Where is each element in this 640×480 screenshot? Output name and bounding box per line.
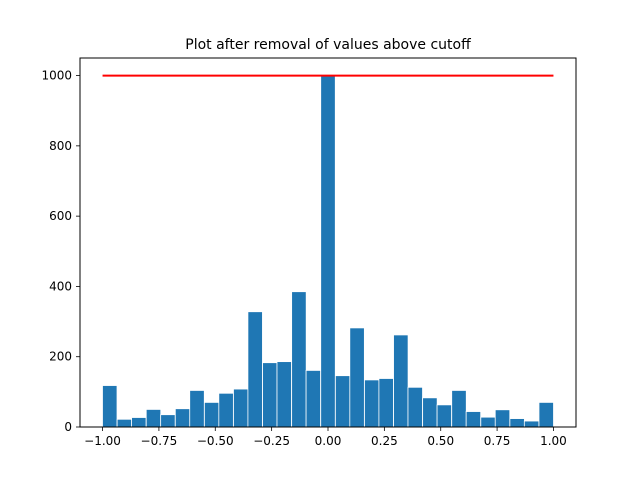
y-tick-label: 400 (49, 279, 72, 293)
histogram-bar (218, 392, 234, 428)
histogram-bar (102, 385, 118, 428)
y-tick-label: 0 (64, 420, 72, 434)
histogram-bar (131, 417, 147, 428)
y-axis: 0 200 400 600 800 1000 (41, 69, 80, 434)
histogram-bar (393, 334, 409, 428)
histogram-bar (160, 414, 176, 428)
histogram-bar (145, 409, 162, 428)
histogram-bar (349, 327, 365, 428)
histogram-bar (203, 401, 220, 428)
histogram-bar (480, 416, 496, 428)
x-tick-label: −1.00 (84, 434, 121, 448)
x-tick-label: 0.25 (371, 434, 398, 448)
histogram-bar (262, 362, 278, 428)
x-tick-label: 1.00 (540, 434, 567, 448)
histogram-bar (407, 386, 423, 428)
x-tick-label: −0.25 (253, 434, 290, 448)
histogram-bar (451, 390, 467, 428)
x-tick-label: −0.75 (141, 434, 178, 448)
chart-title: Plot after removal of values above cutof… (185, 37, 471, 53)
histogram-bar (378, 378, 394, 428)
histogram-bar (189, 390, 205, 428)
y-tick-label: 200 (49, 350, 72, 364)
x-tick-label: 0.00 (315, 434, 342, 448)
x-tick-label: −0.50 (197, 434, 234, 448)
histogram-bar (436, 404, 452, 428)
histogram-bar (174, 408, 191, 428)
y-tick-label: 800 (49, 139, 72, 153)
histogram-bar (247, 311, 263, 428)
histogram-bar (276, 361, 292, 428)
histogram-bar (523, 420, 540, 428)
x-tick-label: 0.75 (484, 434, 511, 448)
histogram-bar (509, 418, 525, 428)
histogram-bar (291, 291, 307, 428)
histogram-bar (334, 375, 351, 428)
histogram-bar (233, 388, 249, 428)
histogram-bar (538, 401, 554, 428)
histogram-bar (364, 379, 380, 428)
histogram-bar (465, 411, 482, 428)
bars-group (102, 75, 554, 428)
histogram-bar (305, 370, 322, 428)
y-tick-label: 1000 (41, 69, 72, 83)
histogram-bar (320, 75, 336, 428)
y-tick-label: 600 (49, 209, 72, 223)
histogram-bar (494, 409, 511, 428)
histogram-bar (116, 418, 133, 428)
x-tick-label: 0.50 (427, 434, 454, 448)
x-axis: −1.00 −0.75 −0.50 −0.25 0.00 0.25 0.50 0.75 1.00 (84, 427, 567, 448)
histogram-bar (422, 397, 438, 428)
